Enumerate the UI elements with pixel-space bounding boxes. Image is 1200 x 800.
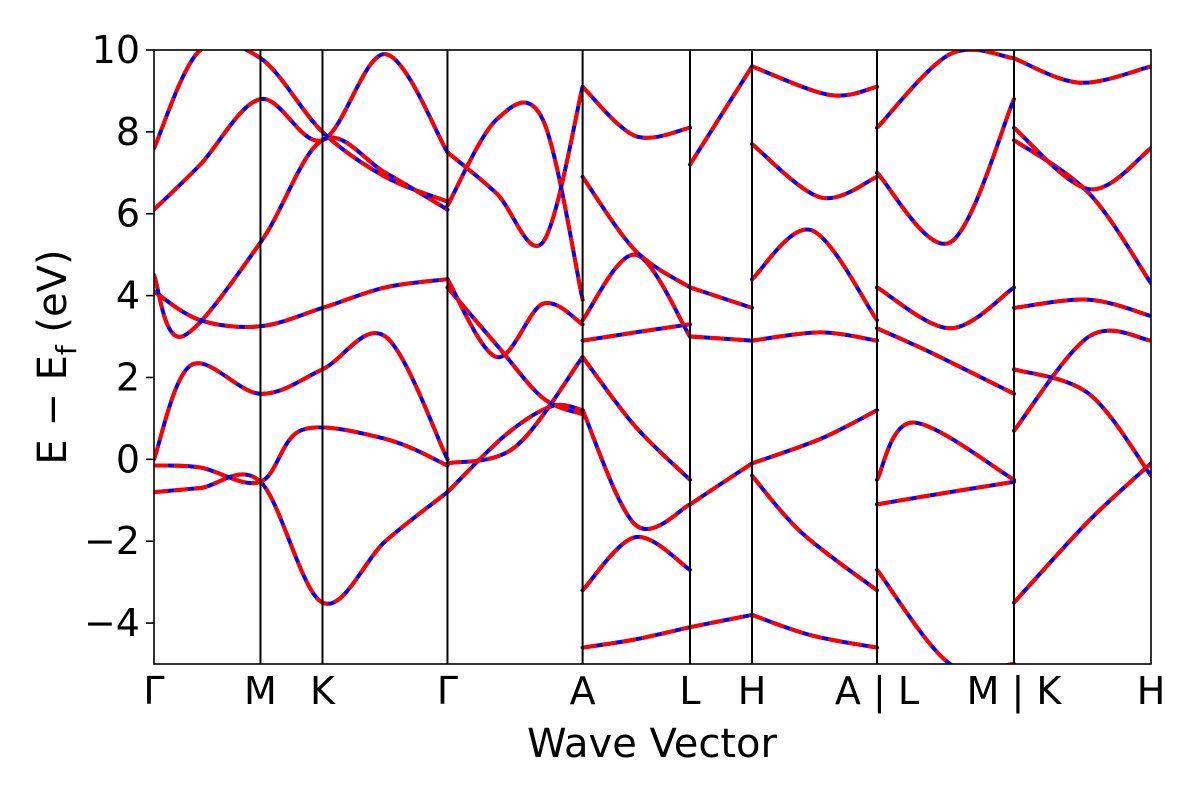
y-axis-title-main: E − E	[30, 355, 76, 465]
y-tick-label-3: 2	[116, 355, 140, 399]
y-tick-label-0: −4	[84, 601, 140, 645]
x-tick-label-4: A	[570, 669, 596, 713]
x-tick-label-1: M	[244, 669, 277, 713]
x-tick-label-5: L	[679, 669, 700, 713]
band-fit-11	[445, 100, 585, 301]
band-fit-4	[154, 135, 449, 339]
band-fit-21	[689, 612, 753, 630]
band-fit-8	[447, 355, 585, 466]
band-fit-14	[581, 535, 692, 592]
band-fit-24	[689, 285, 753, 310]
band-fit-23	[689, 334, 753, 343]
y-tick-label-4: 4	[116, 274, 140, 318]
y-axis-title-unit: (eV)	[30, 249, 76, 345]
x-tick-label-0: Γ	[143, 669, 164, 713]
band-fit-31	[750, 142, 878, 201]
band-fit-33	[875, 568, 1014, 664]
kpoint-lines	[259, 50, 1015, 664]
band-fit-34	[876, 479, 1015, 507]
band-fit-1	[154, 425, 449, 486]
band-fit-6	[154, 50, 449, 204]
band-fit-38	[875, 98, 1016, 246]
band-fit-29	[751, 330, 878, 343]
x-axis-title: Wave Vector	[527, 721, 778, 767]
band-fit-2	[154, 331, 450, 461]
y-tick-label-1: −2	[84, 519, 140, 563]
band-fit-22	[688, 461, 754, 507]
band-fit-7	[446, 402, 584, 494]
x-tick-label-3: Γ	[437, 669, 458, 713]
y-tick-label-7: 10	[92, 28, 140, 72]
y-axis-title: E − Ef (eV)	[30, 249, 83, 464]
band-fit-40	[1012, 461, 1151, 604]
plot-area	[154, 50, 1151, 664]
band-fit-43	[1013, 297, 1151, 319]
band-fit-39	[875, 50, 1015, 130]
band-fit-0	[154, 472, 449, 606]
x-tick-label-6: H	[738, 669, 767, 713]
band-fit-44	[1012, 138, 1151, 285]
band-fit-19	[580, 175, 692, 290]
band-fit-25	[688, 65, 754, 166]
band-fit-3	[154, 277, 448, 330]
band-fit-16	[581, 355, 692, 482]
band-fit-5	[154, 52, 450, 212]
band-fit-15	[580, 409, 691, 531]
x-tick-label-2: K	[310, 669, 336, 713]
x-tick-label-7: A | L	[835, 669, 919, 714]
band-fit-35	[875, 420, 1016, 482]
band-fit-10	[445, 278, 584, 360]
band-fit-28	[751, 408, 878, 466]
band-fit-45	[1012, 126, 1151, 192]
axes-frame	[153, 49, 1152, 665]
y-tick-label-6: 8	[116, 110, 140, 154]
band-fit-46	[1013, 56, 1151, 85]
band-fit-20	[581, 85, 691, 140]
x-tick-label-8: M | K	[967, 669, 1063, 714]
x-tick-label-9: H	[1137, 669, 1166, 713]
band-dft-42	[1012, 367, 1151, 478]
band-fit-30	[750, 227, 879, 322]
band-fit-26	[751, 613, 878, 650]
band-fit-17	[582, 322, 691, 343]
band-fit-41	[1012, 328, 1151, 432]
band-fit-32	[751, 64, 878, 98]
plot-background	[154, 50, 1151, 664]
band-fit-18	[580, 252, 692, 338]
band-fit-12	[446, 86, 585, 248]
band-fit-9	[445, 286, 584, 417]
band-fit-36	[876, 326, 1015, 396]
y-axis-title-sub: f	[50, 344, 83, 355]
band-fit-13	[582, 625, 691, 650]
y-tick-label-2: 0	[116, 437, 140, 481]
band-fit-37	[875, 285, 1016, 331]
y-tick-label-5: 6	[116, 192, 140, 236]
y-axis: −4 −2 0 2 4 6 8 10	[84, 28, 154, 645]
frame-rect	[153, 49, 1152, 665]
band-fit-27	[750, 474, 879, 592]
